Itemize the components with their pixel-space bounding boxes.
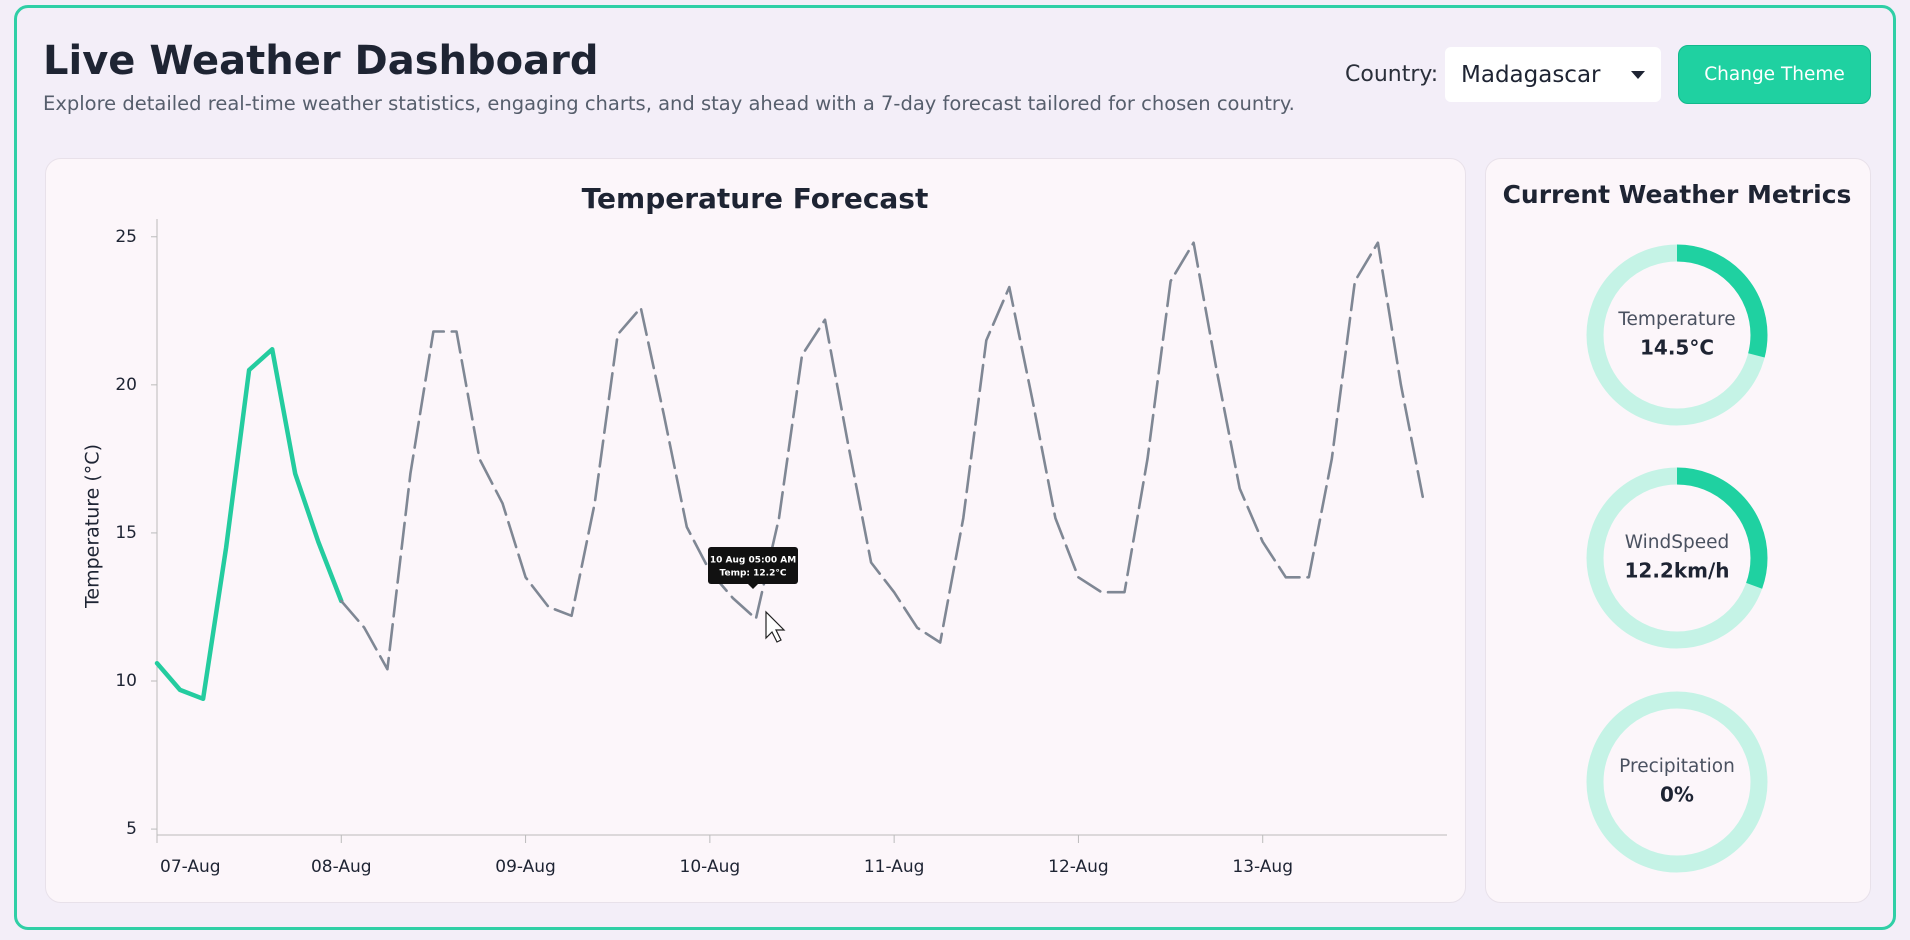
y-tick-label: 15 xyxy=(115,523,137,543)
x-tick-label: 11-Aug xyxy=(864,857,925,877)
y-tick-label: 25 xyxy=(115,227,137,247)
temperature-line xyxy=(154,347,344,702)
metrics-title: Current Weather Metrics xyxy=(1503,180,1852,209)
country-label: Country: xyxy=(1345,62,1439,87)
temperature-line xyxy=(340,241,1426,671)
y-tick-label: 5 xyxy=(126,819,137,839)
y-axis-label: Temperature (°C) xyxy=(82,444,104,609)
chart-title: Temperature Forecast xyxy=(582,182,929,215)
gauge-label: Temperature xyxy=(1617,309,1735,330)
gauge-arc xyxy=(1586,467,1768,649)
x-tick-label: 07-Aug xyxy=(160,857,221,877)
y-tick-label: 20 xyxy=(115,375,137,395)
chart-card xyxy=(45,158,1466,903)
x-tick-label: 10-Aug xyxy=(680,857,741,877)
y-tick-label: 10 xyxy=(115,671,137,691)
tooltip-line: Temp: 12.2°C xyxy=(720,569,787,579)
tooltip-arrow xyxy=(748,584,758,589)
gauge-track xyxy=(1586,691,1768,873)
gauge-label: WindSpeed xyxy=(1625,532,1730,553)
gauge-label: Precipitation xyxy=(1619,756,1735,777)
metrics-card xyxy=(1485,158,1871,903)
tooltip: 10 Aug 05:00 AM Temp: 12.2°C xyxy=(708,547,798,643)
gauge-value: 12.2km/h xyxy=(1624,559,1729,583)
x-tick-label: 09-Aug xyxy=(495,857,556,877)
gauge-value: 14.5°C xyxy=(1640,336,1714,360)
page-title: Live Weather Dashboard xyxy=(43,38,599,84)
mouse-cursor xyxy=(765,610,786,643)
tooltip-box xyxy=(708,547,798,584)
gauge-arc xyxy=(1586,244,1768,426)
country-select[interactable]: Madagascar xyxy=(1445,47,1661,102)
x-tick-label: 13-Aug xyxy=(1232,857,1293,877)
gauge-value: 0% xyxy=(1660,783,1694,807)
x-tick-label: 08-Aug xyxy=(311,857,372,877)
page-subtitle: Explore detailed real-time weather stati… xyxy=(43,92,1295,115)
x-tick-label: 12-Aug xyxy=(1048,857,1109,877)
change-theme-button[interactable]: Change Theme xyxy=(1678,45,1871,104)
tooltip-line: 10 Aug 05:00 AM xyxy=(710,556,796,566)
